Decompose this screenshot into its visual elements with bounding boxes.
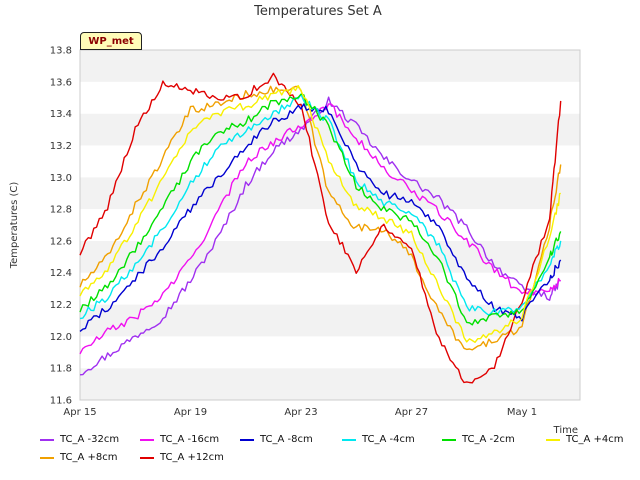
- series-line: [79, 85, 562, 351]
- legend-label: TC_A -8cm: [260, 434, 313, 445]
- legend-label: TC_A -32cm: [60, 434, 120, 445]
- legend-label: TC_A +8cm: [60, 452, 118, 463]
- legend-item: TC_A +4cm: [546, 434, 624, 445]
- y-tick-label: 13.0: [50, 173, 72, 184]
- x-tick-label: Apr 23: [284, 407, 317, 418]
- legend-item: TC_A -2cm: [442, 434, 515, 445]
- y-tick-label: 13.6: [50, 77, 72, 88]
- series-line: [79, 96, 561, 376]
- legend-label: TC_A +4cm: [566, 434, 624, 445]
- y-tick-label: 13.8: [50, 46, 72, 57]
- y-tick-label: 11.8: [50, 364, 72, 375]
- legend-swatch: [140, 438, 154, 441]
- grid-band: [80, 81, 580, 114]
- legend-swatch: [442, 438, 456, 441]
- legend-swatch: [342, 438, 356, 441]
- y-axis-ticks: 11.6 11.8 12.0 12.2 12.4 12.6 12.8 13.0 13.2 13.4…: [50, 46, 72, 407]
- plot-frame: [79, 49, 581, 401]
- grid-band: [80, 272, 580, 305]
- y-tick-label: 12.4: [50, 268, 72, 279]
- series-line: [79, 93, 562, 320]
- legend-item: TC_A -8cm: [240, 434, 313, 445]
- legend-swatch: [40, 438, 54, 441]
- y-tick-label: 13.2: [50, 141, 72, 152]
- series-line: [79, 93, 562, 326]
- grid-band: [80, 240, 580, 273]
- legend-swatch: [140, 456, 154, 459]
- chart-legend: TC_A -32cm TC_A +8cm TC_A -16cm TC_A +12cm T…: [0, 434, 640, 474]
- series-lines: [79, 72, 562, 384]
- legend-label: TC_A -16cm: [160, 434, 220, 445]
- y-tick-label: 11.6: [50, 396, 72, 407]
- series-line: [79, 103, 562, 332]
- x-tick-label: Apr 15: [63, 407, 96, 418]
- legend-swatch: [40, 456, 54, 459]
- x-tick-label: May 1: [507, 407, 537, 418]
- y-tick-label: 12.0: [50, 332, 72, 343]
- chart-title: Temperatures Set A: [253, 4, 382, 19]
- legend-item: TC_A -16cm: [140, 434, 219, 445]
- x-tick-label: Apr 19: [174, 407, 207, 418]
- legend-item: TC_A +12cm: [140, 452, 224, 463]
- x-axis-label: Time: [553, 425, 578, 436]
- series-line: [79, 103, 561, 355]
- legend-swatch: [240, 438, 254, 441]
- legend-item: TC_A +8cm: [40, 452, 118, 463]
- y-axis-label: Temperatures (C): [9, 182, 20, 270]
- legend-item: TC_A -4cm: [342, 434, 415, 445]
- grid-band: [80, 145, 580, 178]
- y-tick-label: 12.2: [50, 300, 72, 311]
- x-tick-label: Apr 27: [395, 407, 428, 418]
- grid-band: [80, 368, 580, 400]
- series-line: [79, 72, 562, 384]
- legend-label: TC_A +12cm: [160, 452, 224, 463]
- y-tick-label: 12.8: [50, 205, 72, 216]
- grid-band: [80, 50, 580, 82]
- legend-label: TC_A -4cm: [362, 434, 415, 445]
- series-line: [79, 84, 562, 343]
- y-tick-label: 12.6: [50, 236, 72, 247]
- legend-label: TC_A -2cm: [462, 434, 515, 445]
- y-tick-label: 13.4: [50, 109, 72, 120]
- site-badge: WP_met: [80, 32, 142, 50]
- legend-swatch: [546, 438, 560, 441]
- x-axis-ticks: Apr 15 Apr 19 Apr 23 Apr 27 May 1: [63, 407, 537, 418]
- legend-item: TC_A -32cm: [40, 434, 119, 445]
